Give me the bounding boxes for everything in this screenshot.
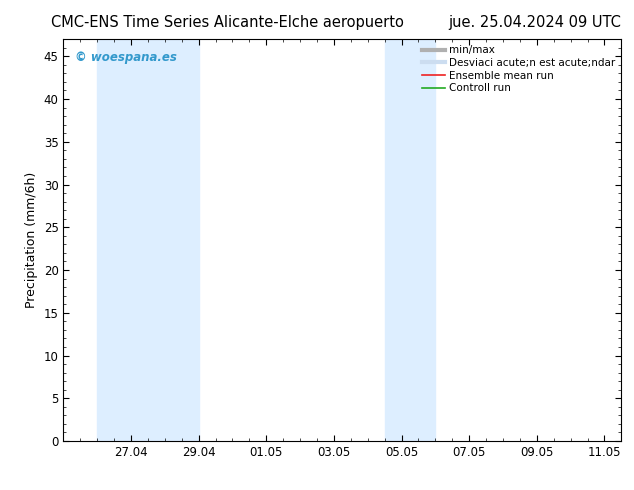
Legend: min/max, Desviaci acute;n est acute;ndar, Ensemble mean run, Controll run: min/max, Desviaci acute;n est acute;ndar… xyxy=(418,42,618,97)
Bar xyxy=(97,39,198,441)
Text: CMC-ENS Time Series Alicante-Elche aeropuerto: CMC-ENS Time Series Alicante-Elche aerop… xyxy=(51,15,404,30)
Text: © woespana.es: © woespana.es xyxy=(75,51,176,64)
Text: jue. 25.04.2024 09 UTC: jue. 25.04.2024 09 UTC xyxy=(448,15,621,30)
Y-axis label: Precipitation (mm/6h): Precipitation (mm/6h) xyxy=(25,172,38,308)
Bar xyxy=(385,39,436,441)
